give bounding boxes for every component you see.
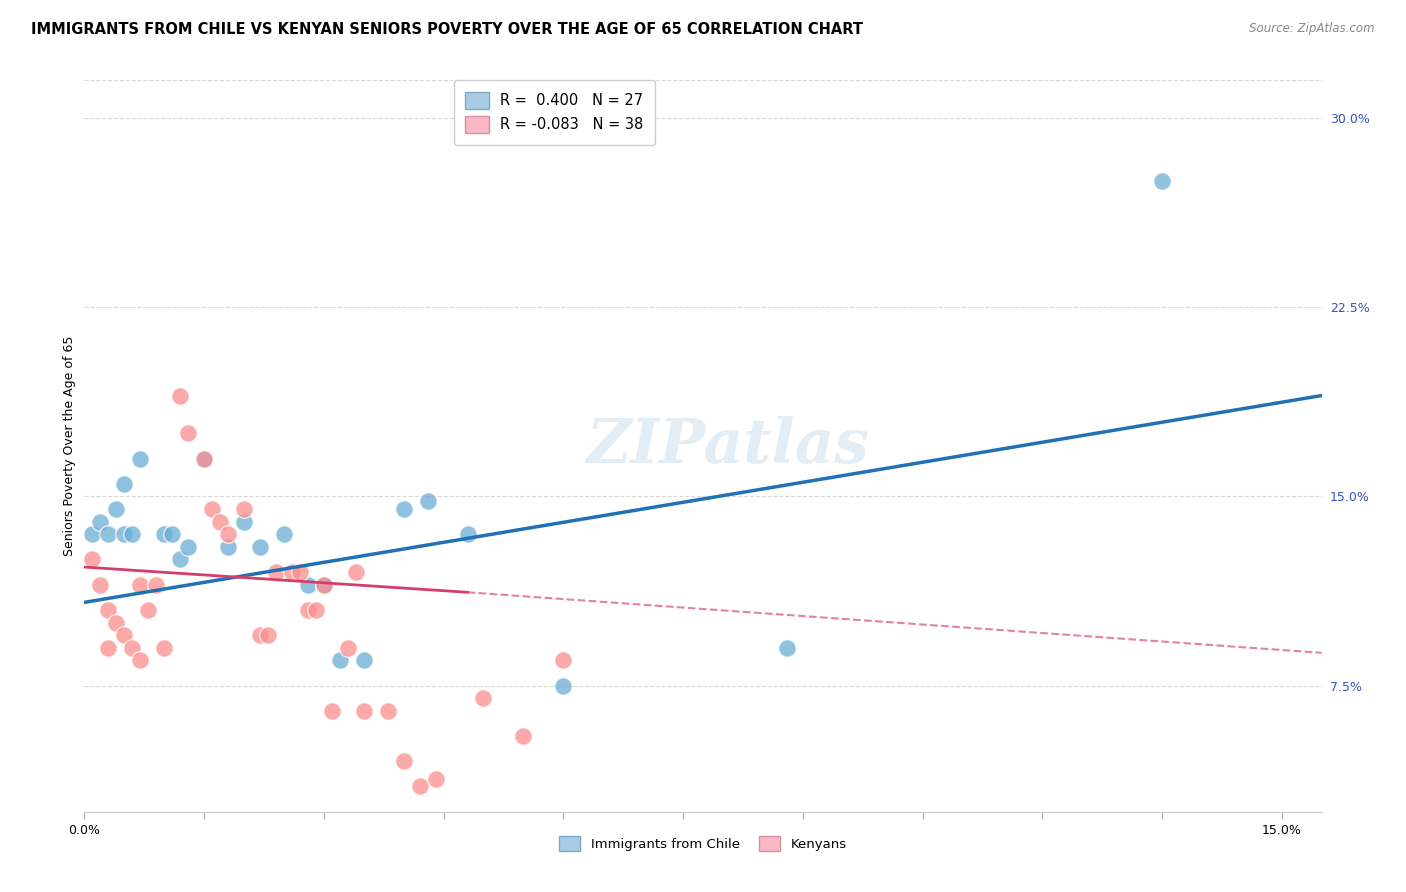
Point bbox=[425, 772, 447, 786]
Point bbox=[264, 565, 287, 579]
Point bbox=[416, 494, 439, 508]
Point bbox=[249, 540, 271, 554]
Point bbox=[273, 527, 295, 541]
Point bbox=[136, 603, 159, 617]
Point bbox=[97, 603, 120, 617]
Point bbox=[129, 653, 152, 667]
Point bbox=[329, 653, 352, 667]
Point bbox=[121, 640, 143, 655]
Point bbox=[82, 552, 104, 566]
Point bbox=[312, 578, 335, 592]
Point bbox=[217, 540, 239, 554]
Point bbox=[153, 640, 176, 655]
Legend: Immigrants from Chile, Kenyans: Immigrants from Chile, Kenyans bbox=[554, 830, 852, 856]
Point bbox=[153, 527, 176, 541]
Point bbox=[776, 640, 799, 655]
Point bbox=[160, 527, 183, 541]
Point bbox=[553, 679, 575, 693]
Y-axis label: Seniors Poverty Over the Age of 65: Seniors Poverty Over the Age of 65 bbox=[63, 335, 76, 557]
Point bbox=[105, 502, 128, 516]
Point bbox=[312, 578, 335, 592]
Point bbox=[392, 754, 415, 768]
Point bbox=[377, 704, 399, 718]
Point bbox=[169, 388, 191, 402]
Point bbox=[112, 476, 135, 491]
Point bbox=[82, 527, 104, 541]
Point bbox=[344, 565, 367, 579]
Point bbox=[512, 729, 534, 743]
Point bbox=[193, 451, 215, 466]
Point bbox=[97, 527, 120, 541]
Text: IMMIGRANTS FROM CHILE VS KENYAN SENIORS POVERTY OVER THE AGE OF 65 CORRELATION C: IMMIGRANTS FROM CHILE VS KENYAN SENIORS … bbox=[31, 22, 863, 37]
Point bbox=[97, 640, 120, 655]
Point bbox=[201, 502, 224, 516]
Point bbox=[112, 628, 135, 642]
Point bbox=[209, 515, 232, 529]
Point bbox=[257, 628, 280, 642]
Point bbox=[129, 578, 152, 592]
Point bbox=[121, 527, 143, 541]
Point bbox=[353, 704, 375, 718]
Point bbox=[297, 603, 319, 617]
Point bbox=[233, 502, 256, 516]
Point bbox=[193, 451, 215, 466]
Point bbox=[288, 565, 311, 579]
Point bbox=[281, 565, 304, 579]
Point bbox=[105, 615, 128, 630]
Text: Source: ZipAtlas.com: Source: ZipAtlas.com bbox=[1250, 22, 1375, 36]
Point bbox=[457, 527, 479, 541]
Text: ZIPatlas: ZIPatlas bbox=[586, 416, 869, 476]
Point bbox=[353, 653, 375, 667]
Point bbox=[472, 691, 495, 706]
Point bbox=[169, 552, 191, 566]
Point bbox=[89, 578, 111, 592]
Point bbox=[233, 515, 256, 529]
Point bbox=[408, 780, 430, 794]
Point bbox=[112, 527, 135, 541]
Point bbox=[145, 578, 167, 592]
Point bbox=[297, 578, 319, 592]
Point bbox=[553, 653, 575, 667]
Point bbox=[177, 426, 200, 441]
Point bbox=[177, 540, 200, 554]
Point bbox=[1150, 174, 1173, 188]
Point bbox=[249, 628, 271, 642]
Point bbox=[336, 640, 359, 655]
Point bbox=[89, 515, 111, 529]
Point bbox=[305, 603, 328, 617]
Point bbox=[392, 502, 415, 516]
Point bbox=[321, 704, 343, 718]
Point bbox=[129, 451, 152, 466]
Point bbox=[217, 527, 239, 541]
